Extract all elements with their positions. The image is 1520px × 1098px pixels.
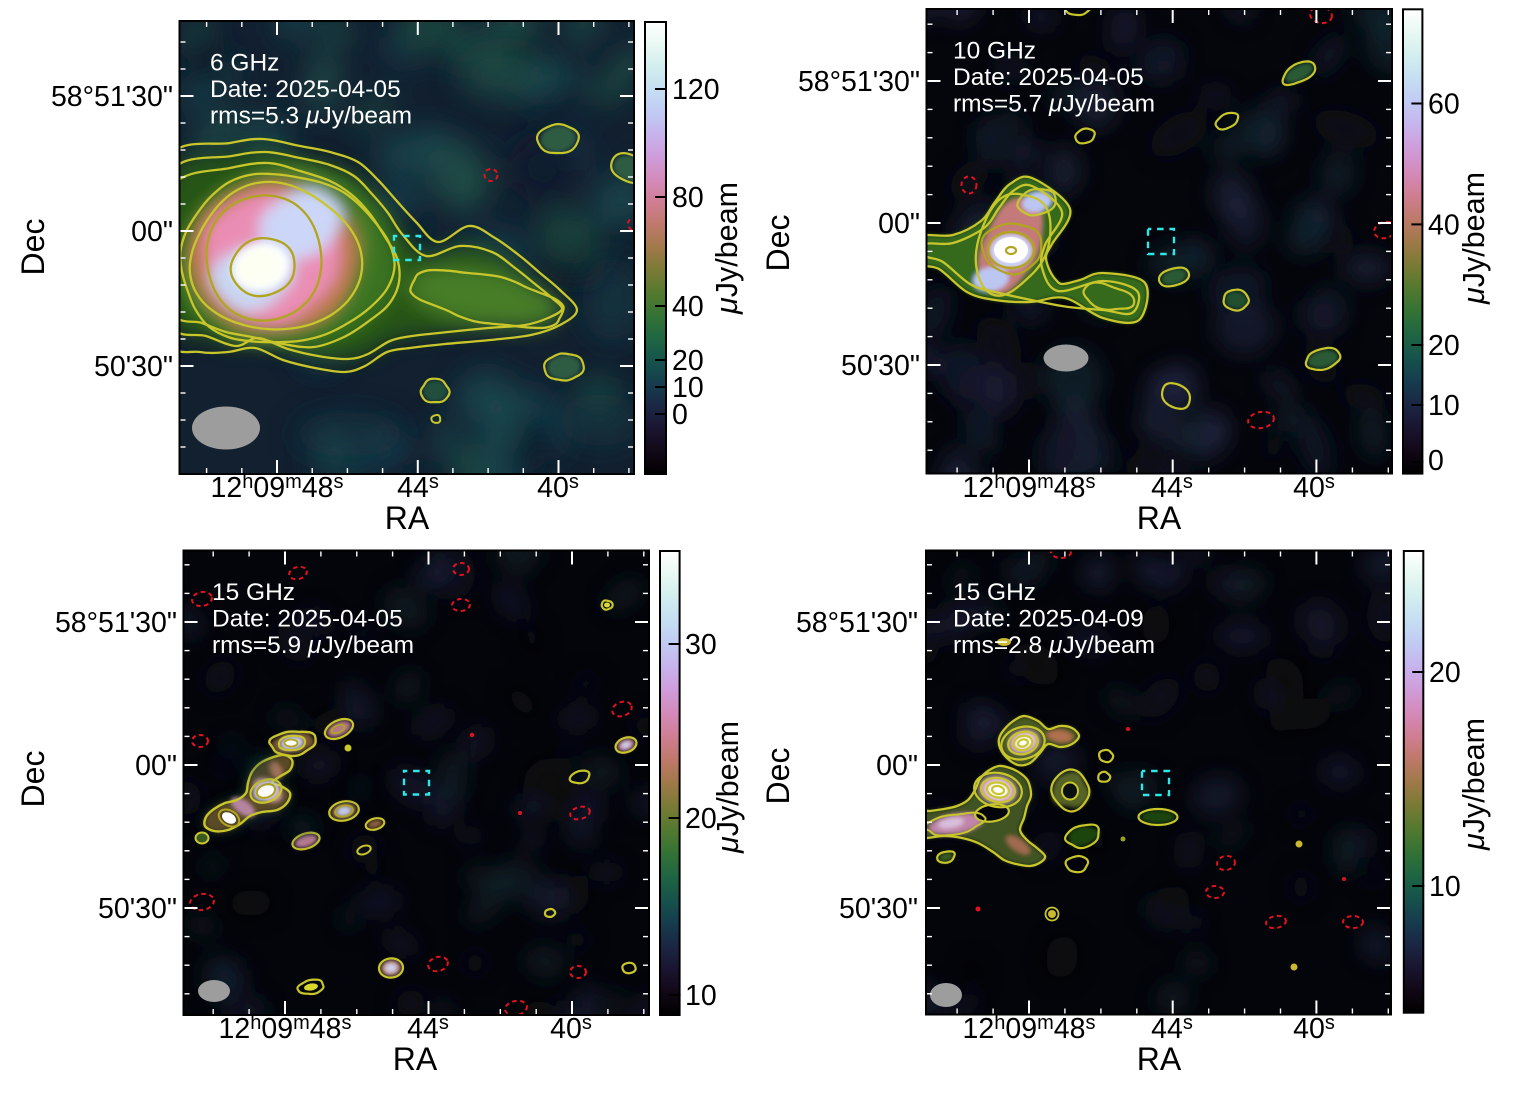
svg-text:Date: 2025-04-05: Date: 2025-04-05 xyxy=(212,606,403,633)
svg-text:10: 10 xyxy=(1429,871,1461,903)
svg-text:6 GHz: 6 GHz xyxy=(210,50,279,77)
svg-text:rms=5.9 μJy/beam: rms=5.9 μJy/beam xyxy=(212,632,414,659)
svg-text:Date: 2025-04-09: Date: 2025-04-09 xyxy=(953,606,1144,633)
svg-text:120: 120 xyxy=(672,74,720,106)
svg-text:20: 20 xyxy=(1428,330,1460,362)
svg-text:00": 00" xyxy=(876,750,918,782)
svg-text:80: 80 xyxy=(672,182,704,214)
svg-text:μJy/beam: μJy/beam xyxy=(1457,172,1491,305)
svg-text:58°51'30": 58°51'30" xyxy=(796,607,918,639)
svg-text:μJy/beam: μJy/beam xyxy=(711,721,745,854)
svg-text:20: 20 xyxy=(685,803,717,835)
svg-text:58°51'30": 58°51'30" xyxy=(51,81,173,113)
svg-text:0: 0 xyxy=(1428,445,1444,477)
svg-text:rms=5.3 μJy/beam: rms=5.3 μJy/beam xyxy=(210,103,412,130)
svg-text:58°51'30": 58°51'30" xyxy=(798,66,920,98)
svg-text:12h09m48s: 12h09m48s xyxy=(211,471,344,504)
svg-text:μJy/beam: μJy/beam xyxy=(710,182,744,315)
svg-text:RA: RA xyxy=(385,500,430,536)
svg-text:10: 10 xyxy=(1428,390,1460,422)
svg-text:Dec: Dec xyxy=(15,751,51,808)
svg-text:rms=5.7 μJy/beam: rms=5.7 μJy/beam xyxy=(953,91,1155,118)
svg-text:10: 10 xyxy=(685,980,717,1012)
svg-text:Dec: Dec xyxy=(15,219,51,276)
svg-text:15 GHz: 15 GHz xyxy=(212,579,295,606)
svg-text:Dec: Dec xyxy=(760,748,796,805)
svg-text:30: 30 xyxy=(685,629,717,661)
svg-text:00": 00" xyxy=(131,216,173,248)
svg-text:RA: RA xyxy=(393,1041,438,1077)
svg-text:50'30": 50'30" xyxy=(839,893,918,925)
svg-text:50'30": 50'30" xyxy=(841,350,920,382)
svg-text:0: 0 xyxy=(672,399,688,431)
svg-text:40: 40 xyxy=(672,291,704,323)
svg-text:20: 20 xyxy=(672,345,704,377)
svg-text:58°51'30": 58°51'30" xyxy=(55,607,177,639)
svg-text:μJy/beam: μJy/beam xyxy=(1457,718,1491,851)
svg-text:12h09m48s: 12h09m48s xyxy=(219,1012,352,1045)
svg-text:50'30": 50'30" xyxy=(94,351,173,383)
svg-text:20: 20 xyxy=(1429,657,1461,689)
svg-text:12h09m48s: 12h09m48s xyxy=(963,471,1096,504)
svg-text:40: 40 xyxy=(1428,209,1460,241)
svg-text:RA: RA xyxy=(1137,500,1182,536)
svg-text:00": 00" xyxy=(135,750,177,782)
svg-text:44s: 44s xyxy=(1151,1012,1193,1045)
svg-text:60: 60 xyxy=(1428,89,1460,121)
svg-text:10 GHz: 10 GHz xyxy=(953,38,1036,65)
svg-text:12h09m48s: 12h09m48s xyxy=(963,1012,1096,1045)
svg-text:50'30": 50'30" xyxy=(98,893,177,925)
svg-text:rms=2.8 μJy/beam: rms=2.8 μJy/beam xyxy=(953,632,1155,659)
svg-text:Date: 2025-04-05: Date: 2025-04-05 xyxy=(210,76,401,103)
svg-text:10: 10 xyxy=(672,372,704,404)
svg-text:00": 00" xyxy=(878,208,920,240)
svg-text:15 GHz: 15 GHz xyxy=(953,579,1036,606)
svg-text:Dec: Dec xyxy=(760,215,796,272)
svg-text:RA: RA xyxy=(1137,1041,1182,1077)
svg-text:Date: 2025-04-05: Date: 2025-04-05 xyxy=(953,64,1144,91)
